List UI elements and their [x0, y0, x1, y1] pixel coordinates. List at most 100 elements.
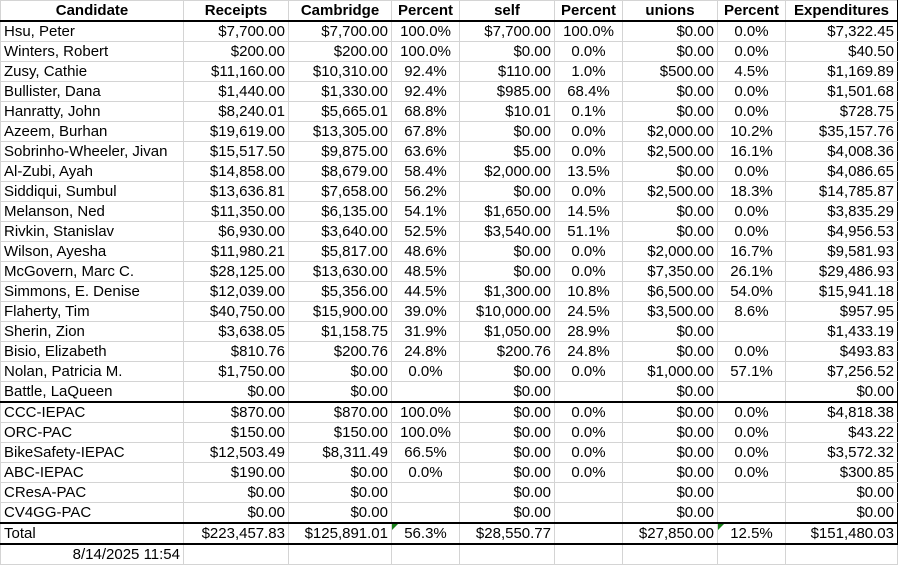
cell-expenditures[interactable]: $4,008.36 [785, 141, 898, 162]
cell-unions-percent[interactable]: 18.3% [717, 181, 786, 202]
cell-unions-percent[interactable]: 4.5% [717, 61, 786, 82]
cell-receipts[interactable]: $223,457.83 [183, 522, 289, 545]
empty-cell[interactable] [785, 543, 898, 565]
cell-cambridge-percent[interactable]: 54.1% [391, 201, 460, 222]
cell-cambridge-percent[interactable] [391, 482, 460, 503]
cell-candidate[interactable]: Nolan, Patricia M. [0, 361, 184, 382]
cell-receipts[interactable]: $200.00 [183, 41, 289, 62]
cell-cambridge-percent[interactable]: 48.6% [391, 241, 460, 262]
cell-unions-percent[interactable] [717, 321, 786, 342]
cell-candidate[interactable]: Al-Zubi, Ayah [0, 161, 184, 182]
cell-expenditures[interactable]: $0.00 [785, 482, 898, 503]
cell-unions-percent[interactable]: 0.0% [717, 81, 786, 102]
cell-cambridge-percent[interactable]: 44.5% [391, 281, 460, 302]
cell-unions-percent[interactable]: 0.0% [717, 422, 786, 443]
header-unions[interactable]: unions [622, 0, 718, 22]
cell-self-percent[interactable]: 0.0% [554, 261, 623, 282]
cell-cambridge[interactable]: $0.00 [288, 502, 392, 524]
cell-cambridge[interactable]: $15,900.00 [288, 301, 392, 322]
cell-cambridge[interactable]: $9,875.00 [288, 141, 392, 162]
cell-self-percent[interactable]: 24.8% [554, 341, 623, 362]
cell-self-percent[interactable]: 13.5% [554, 161, 623, 182]
cell-unions[interactable]: $6,500.00 [622, 281, 718, 302]
cell-expenditures[interactable]: $29,486.93 [785, 261, 898, 282]
cell-cambridge[interactable]: $8,311.49 [288, 442, 392, 463]
cell-receipts[interactable]: $1,440.00 [183, 81, 289, 102]
cell-self[interactable]: $0.00 [459, 361, 555, 382]
cell-self-percent[interactable]: 24.5% [554, 301, 623, 322]
cell-receipts[interactable]: $19,619.00 [183, 121, 289, 142]
cell-cambridge[interactable]: $5,356.00 [288, 281, 392, 302]
cell-self[interactable]: $28,550.77 [459, 522, 555, 545]
cell-unions[interactable]: $0.00 [622, 321, 718, 342]
cell-expenditures[interactable]: $0.00 [785, 502, 898, 524]
cell-self[interactable]: $0.00 [459, 422, 555, 443]
cell-self[interactable]: $0.00 [459, 482, 555, 503]
cell-cambridge[interactable]: $0.00 [288, 462, 392, 483]
cell-cambridge[interactable]: $7,658.00 [288, 181, 392, 202]
cell-unions[interactable]: $0.00 [622, 462, 718, 483]
cell-unions[interactable]: $0.00 [622, 422, 718, 443]
cell-receipts[interactable]: $0.00 [183, 381, 289, 403]
cell-cambridge-percent[interactable] [391, 381, 460, 403]
cell-self[interactable]: $5.00 [459, 141, 555, 162]
cell-cambridge[interactable]: $200.00 [288, 41, 392, 62]
cell-self-percent[interactable]: 0.0% [554, 241, 623, 262]
cell-unions[interactable]: $0.00 [622, 101, 718, 122]
cell-unions-percent[interactable]: 26.1% [717, 261, 786, 282]
cell-candidate[interactable]: Battle, LaQueen [0, 381, 184, 403]
cell-expenditures[interactable]: $9,581.93 [785, 241, 898, 262]
cell-receipts[interactable]: $6,930.00 [183, 221, 289, 242]
cell-self[interactable]: $0.00 [459, 442, 555, 463]
cell-self-percent[interactable]: 1.0% [554, 61, 623, 82]
cell-receipts[interactable]: $810.76 [183, 341, 289, 362]
cell-self-percent[interactable]: 0.0% [554, 41, 623, 62]
cell-unions-percent[interactable]: 0.0% [717, 161, 786, 182]
cell-cambridge[interactable]: $1,158.75 [288, 321, 392, 342]
cell-unions[interactable]: $0.00 [622, 381, 718, 403]
cell-expenditures[interactable]: $957.95 [785, 301, 898, 322]
cell-unions[interactable]: $2,000.00 [622, 241, 718, 262]
cell-self[interactable]: $2,000.00 [459, 161, 555, 182]
cell-self[interactable]: $110.00 [459, 61, 555, 82]
cell-cambridge-percent[interactable]: 68.8% [391, 101, 460, 122]
empty-cell[interactable] [459, 543, 555, 565]
cell-self[interactable]: $985.00 [459, 81, 555, 102]
cell-cambridge-percent[interactable]: 100.0% [391, 41, 460, 62]
cell-cambridge-percent[interactable]: 56.3% [391, 522, 460, 545]
cell-unions[interactable]: $500.00 [622, 61, 718, 82]
cell-unions-percent[interactable] [717, 482, 786, 503]
cell-unions[interactable]: $0.00 [622, 442, 718, 463]
cell-unions-percent[interactable]: 0.0% [717, 442, 786, 463]
cell-expenditures[interactable]: $1,169.89 [785, 61, 898, 82]
cell-unions[interactable]: $0.00 [622, 221, 718, 242]
cell-self[interactable]: $10.01 [459, 101, 555, 122]
empty-cell[interactable] [288, 543, 392, 565]
cell-receipts[interactable]: $28,125.00 [183, 261, 289, 282]
cell-unions[interactable]: $0.00 [622, 20, 718, 42]
empty-cell[interactable] [622, 543, 718, 565]
cell-candidate[interactable]: ABC-IEPAC [0, 462, 184, 483]
cell-unions-percent[interactable]: 0.0% [717, 201, 786, 222]
cell-receipts[interactable]: $0.00 [183, 502, 289, 524]
cell-candidate[interactable]: Azeem, Burhan [0, 121, 184, 142]
header-expenditures[interactable]: Expenditures [785, 0, 898, 22]
cell-self[interactable]: $0.00 [459, 181, 555, 202]
cell-unions[interactable]: $7,350.00 [622, 261, 718, 282]
cell-receipts[interactable]: $870.00 [183, 401, 289, 423]
cell-self[interactable]: $0.00 [459, 381, 555, 403]
cell-self[interactable]: $0.00 [459, 261, 555, 282]
cell-self-percent[interactable]: 0.0% [554, 181, 623, 202]
cell-expenditures[interactable]: $1,433.19 [785, 321, 898, 342]
cell-cambridge-percent[interactable]: 67.8% [391, 121, 460, 142]
cell-cambridge[interactable]: $8,679.00 [288, 161, 392, 182]
cell-unions-percent[interactable]: 0.0% [717, 462, 786, 483]
cell-candidate[interactable]: Winters, Robert [0, 41, 184, 62]
cell-expenditures[interactable]: $3,572.32 [785, 442, 898, 463]
cell-unions-percent[interactable]: 16.1% [717, 141, 786, 162]
cell-self[interactable]: $1,300.00 [459, 281, 555, 302]
cell-receipts[interactable]: $7,700.00 [183, 20, 289, 42]
timestamp-cell[interactable]: 8/14/2025 11:54 [0, 543, 184, 565]
cell-cambridge[interactable]: $10,310.00 [288, 61, 392, 82]
cell-candidate[interactable]: Hsu, Peter [0, 20, 184, 42]
